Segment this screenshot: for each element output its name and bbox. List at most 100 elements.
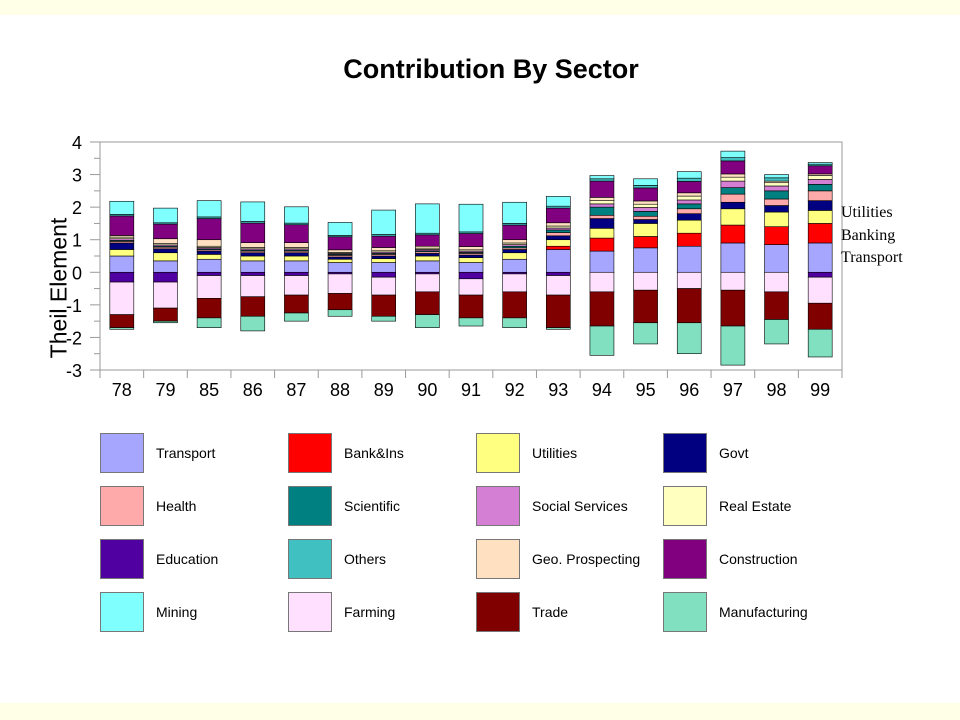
bar-segment-mining: [458, 203, 484, 233]
bar-segment-manufacturing: [284, 312, 309, 322]
y-tick-label: -1: [66, 296, 82, 316]
bar-segment-mining: [764, 174, 789, 179]
legend-label: Others: [344, 551, 387, 567]
legend-swatch: [476, 486, 520, 526]
legend-label: Trade: [532, 604, 569, 620]
bar-segment-manufacturing: [502, 317, 527, 328]
bar-segment-manufacturing: [545, 327, 571, 330]
bar-segment-mining: [807, 162, 833, 165]
legend-swatch: [663, 486, 707, 526]
bar-segment-manufacturing: [589, 325, 615, 356]
bar-segment-manufacturing: [676, 322, 702, 355]
bar-segment-mining: [676, 171, 702, 179]
bar-segment-mining: [502, 201, 527, 224]
x-tick-label: 87: [286, 380, 306, 400]
x-tick-label: 96: [679, 380, 699, 400]
legend-swatch: [476, 539, 520, 579]
x-tick-label: 98: [767, 380, 787, 400]
x-tick-label: 92: [505, 380, 525, 400]
chart-annotations: Utilities Banking Transport: [841, 202, 903, 270]
y-tick-label: -2: [66, 328, 82, 348]
legend-label: Education: [156, 551, 219, 567]
legend-label: Mining: [156, 604, 198, 620]
legend-swatch: [663, 592, 707, 632]
bar-segment-manufacturing: [327, 309, 353, 317]
y-tick-label: 3: [72, 166, 82, 186]
legend-swatch: [663, 539, 707, 579]
chart-title: Contribution By Sector: [343, 54, 639, 84]
bar-segment-manufacturing: [415, 314, 440, 328]
bar-segment-transport: [720, 242, 746, 273]
x-tick-label: 95: [636, 380, 656, 400]
bar-segment-trade: [676, 288, 702, 324]
x-tick-label: 90: [417, 380, 437, 400]
annotation-banking: Banking: [841, 226, 896, 244]
legend-label: Real Estate: [719, 498, 792, 514]
bar-segment-manufacturing: [764, 319, 789, 345]
legend-label: Scientific: [344, 498, 401, 514]
bar-segment-manufacturing: [807, 328, 833, 358]
bar-segment-mining: [415, 203, 440, 234]
legend-swatch: [288, 592, 332, 632]
bar-segment-manufacturing: [720, 325, 746, 366]
y-tick-label: 0: [72, 263, 82, 283]
legend-swatch: [100, 486, 144, 526]
x-tick-label: 88: [330, 380, 350, 400]
x-tick-label: 89: [374, 380, 394, 400]
bar-segment-manufacturing: [153, 320, 178, 324]
bar-segment-mining: [284, 206, 309, 224]
legend-swatch: [100, 539, 144, 579]
bar-segment-mining: [240, 201, 266, 222]
y-tick-label: -3: [66, 361, 82, 381]
legend-label: Bank&Ins: [344, 445, 404, 461]
legend-swatch: [100, 592, 144, 632]
bar-segment-mining: [371, 209, 397, 235]
x-tick-label: 93: [548, 380, 568, 400]
bar-segment-mining: [545, 196, 571, 207]
bar-segment-manufacturing: [196, 317, 222, 328]
legend-swatch: [288, 433, 332, 473]
legend-swatch: [663, 433, 707, 473]
annotation-transport: Transport: [841, 249, 903, 266]
x-tick-label: 94: [592, 380, 612, 400]
x-tick-label: 97: [723, 380, 743, 400]
legend-swatch: [288, 539, 332, 579]
legend-label: Govt: [719, 445, 749, 461]
legend-label: Transport: [156, 445, 216, 461]
bar-segment-mining: [633, 178, 658, 186]
x-tick-label: 99: [810, 380, 830, 400]
bar-segment-manufacturing: [458, 317, 484, 327]
y-tick-label: 4: [72, 133, 82, 153]
legend-swatch: [288, 486, 332, 526]
legend-label: Construction: [719, 551, 798, 567]
bar-segment-mining: [196, 200, 222, 218]
bar-segment-trade: [589, 291, 615, 327]
bar-segment-manufacturing: [633, 322, 658, 345]
bar-segment-mining: [327, 222, 353, 236]
bar-segment-manufacturing: [109, 327, 135, 330]
legend-swatch: [476, 592, 520, 632]
bar-segment-trade: [545, 294, 571, 328]
x-tick-label: 86: [243, 380, 263, 400]
bar-segment-manufacturing: [371, 315, 397, 322]
legend-label: Manufacturing: [719, 604, 808, 620]
x-tick-label: 78: [112, 380, 132, 400]
legend-label: Health: [156, 498, 197, 514]
legend-label: Social Services: [532, 498, 628, 514]
bar-segment-mining: [109, 200, 135, 215]
x-tick-label: 91: [461, 380, 481, 400]
legend-swatch: [100, 433, 144, 473]
legend-label: Geo. Prospecting: [532, 551, 641, 567]
y-tick-label: 1: [72, 231, 82, 251]
bar-segment-mining: [589, 175, 615, 180]
bar-segment-mining: [153, 207, 178, 224]
bar-segment-farming: [153, 281, 178, 309]
bar-segment-transport: [676, 245, 702, 273]
annotation-utilities: Utilities: [841, 204, 893, 221]
legend-label: Farming: [344, 604, 396, 620]
legend-swatch: [476, 433, 520, 473]
bar-segment-trade: [807, 302, 833, 330]
bar-segment-mining: [720, 150, 746, 158]
